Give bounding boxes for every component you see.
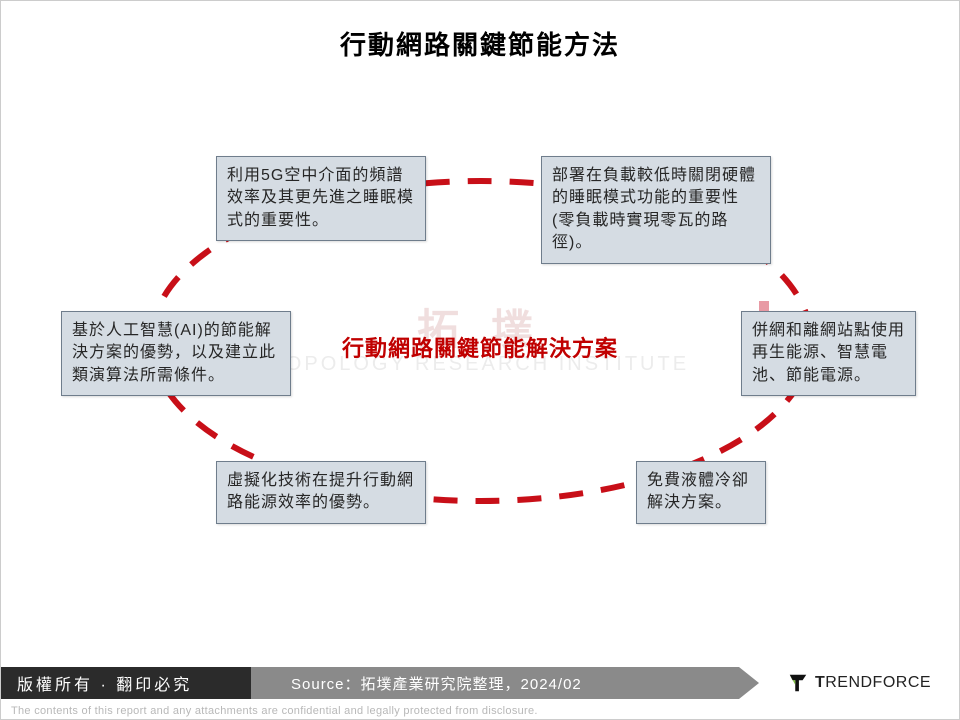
footer-copyright: 版權所有 · 翻印必究 bbox=[1, 667, 251, 699]
node-renew: 併網和離網站點使用再生能源、智慧電池、節能電源。 bbox=[741, 311, 916, 396]
footer-disclaimer: The contents of this report and any atta… bbox=[11, 705, 538, 717]
node-virt: 虛擬化技術在提升行動網路能源效率的優勢。 bbox=[216, 461, 426, 524]
node-5g: 利用5G空中介面的頻譜效率及其更先進之睡眠模式的重要性。 bbox=[216, 156, 426, 241]
node-cooling: 免費液體冷卻解決方案。 bbox=[636, 461, 766, 524]
footer-source: Source：拓墣產業研究院整理，2024/02 bbox=[251, 667, 739, 699]
node-ai: 基於人工智慧(AI)的節能解決方案的優勢，以及建立此類演算法所需條件。 bbox=[61, 311, 291, 396]
slide: 行動網路關鍵節能方法 拓 墣 TOPOLOGY RESEARCH INSTITU… bbox=[0, 0, 960, 720]
page-title: 行動網路關鍵節能方法 bbox=[1, 25, 959, 62]
brand-logo-icon bbox=[787, 672, 809, 694]
brand-logo: TRENDFORCE bbox=[787, 672, 931, 694]
node-sleep-hw: 部署在負載較低時關閉硬體的睡眠模式功能的重要性(零負載時實現零瓦的路徑)。 bbox=[541, 156, 771, 264]
footer-band: 版權所有 · 翻印必究 Source：拓墣產業研究院整理，2024/02 TRE… bbox=[1, 667, 959, 699]
footer-brand-area: TRENDFORCE bbox=[739, 667, 959, 699]
brand-logo-text: TRENDFORCE bbox=[815, 674, 931, 692]
